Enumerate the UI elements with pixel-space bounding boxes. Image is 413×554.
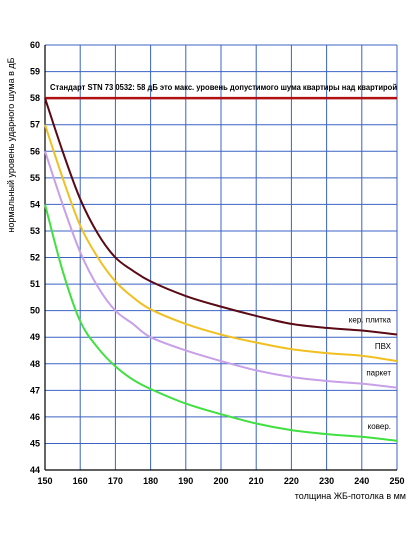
series-line xyxy=(44,204,398,442)
series-label: ковер. xyxy=(368,422,391,431)
y-tick-label: 47 xyxy=(30,385,40,395)
x-tick-label: 160 xyxy=(73,476,88,486)
y-tick-label: 55 xyxy=(30,173,40,183)
y-tick-label: 56 xyxy=(30,146,40,156)
series-line xyxy=(44,97,398,336)
y-axis-title: нормальный уровень ударного шума в дБ xyxy=(6,57,16,232)
x-tick-label: 230 xyxy=(319,476,334,486)
y-tick-label: 53 xyxy=(30,226,40,236)
x-tick-label: 180 xyxy=(143,476,158,486)
x-tick-label: 250 xyxy=(389,476,404,486)
x-tick-label: 240 xyxy=(354,476,369,486)
tick-labels: 44 45 46 47 48 49 50 51 52 53 54 55 56 57 58 59 60 150 160… xyxy=(30,40,405,486)
x-tick-label: 190 xyxy=(178,476,193,486)
series-label: кер. плитка xyxy=(349,316,392,325)
y-tick-label: 45 xyxy=(30,438,40,448)
series-group xyxy=(44,97,398,442)
series-label: ПВХ xyxy=(375,342,392,351)
y-tick-label: 54 xyxy=(30,199,40,209)
x-tick-label: 210 xyxy=(249,476,264,486)
reference-line-group: Стандарт STN 73 0532: 58 дБ это макс. ур… xyxy=(45,83,397,100)
x-tick-label: 170 xyxy=(108,476,123,486)
x-tick-label: 200 xyxy=(213,476,228,486)
y-tick-label: 50 xyxy=(30,306,40,316)
series-label: паркет xyxy=(366,369,391,378)
y-tick-label: 46 xyxy=(30,412,40,422)
y-tick-label: 44 xyxy=(30,465,40,475)
plot-frame xyxy=(44,45,397,471)
y-tick-label: 57 xyxy=(30,120,40,130)
x-axis-title: толщина ЖБ-потолка в мм xyxy=(295,491,406,501)
y-tick-label: 60 xyxy=(30,40,40,50)
y-tick-label: 48 xyxy=(30,359,40,369)
series-line xyxy=(44,150,398,389)
series-labels: кер. плитка ПВХ паркет ковер. xyxy=(349,316,392,431)
y-tick-label: 58 xyxy=(30,93,40,103)
reference-line-label: Стандарт STN 73 0532: 58 дБ это макс. ур… xyxy=(50,83,397,92)
x-tick-label: 220 xyxy=(284,476,299,486)
series-line xyxy=(44,124,398,363)
x-tick-label: 150 xyxy=(37,476,52,486)
y-tick-label: 52 xyxy=(30,253,40,263)
y-tick-label: 49 xyxy=(30,332,40,342)
y-tick-label: 51 xyxy=(30,279,40,289)
y-tick-label: 59 xyxy=(30,67,40,77)
